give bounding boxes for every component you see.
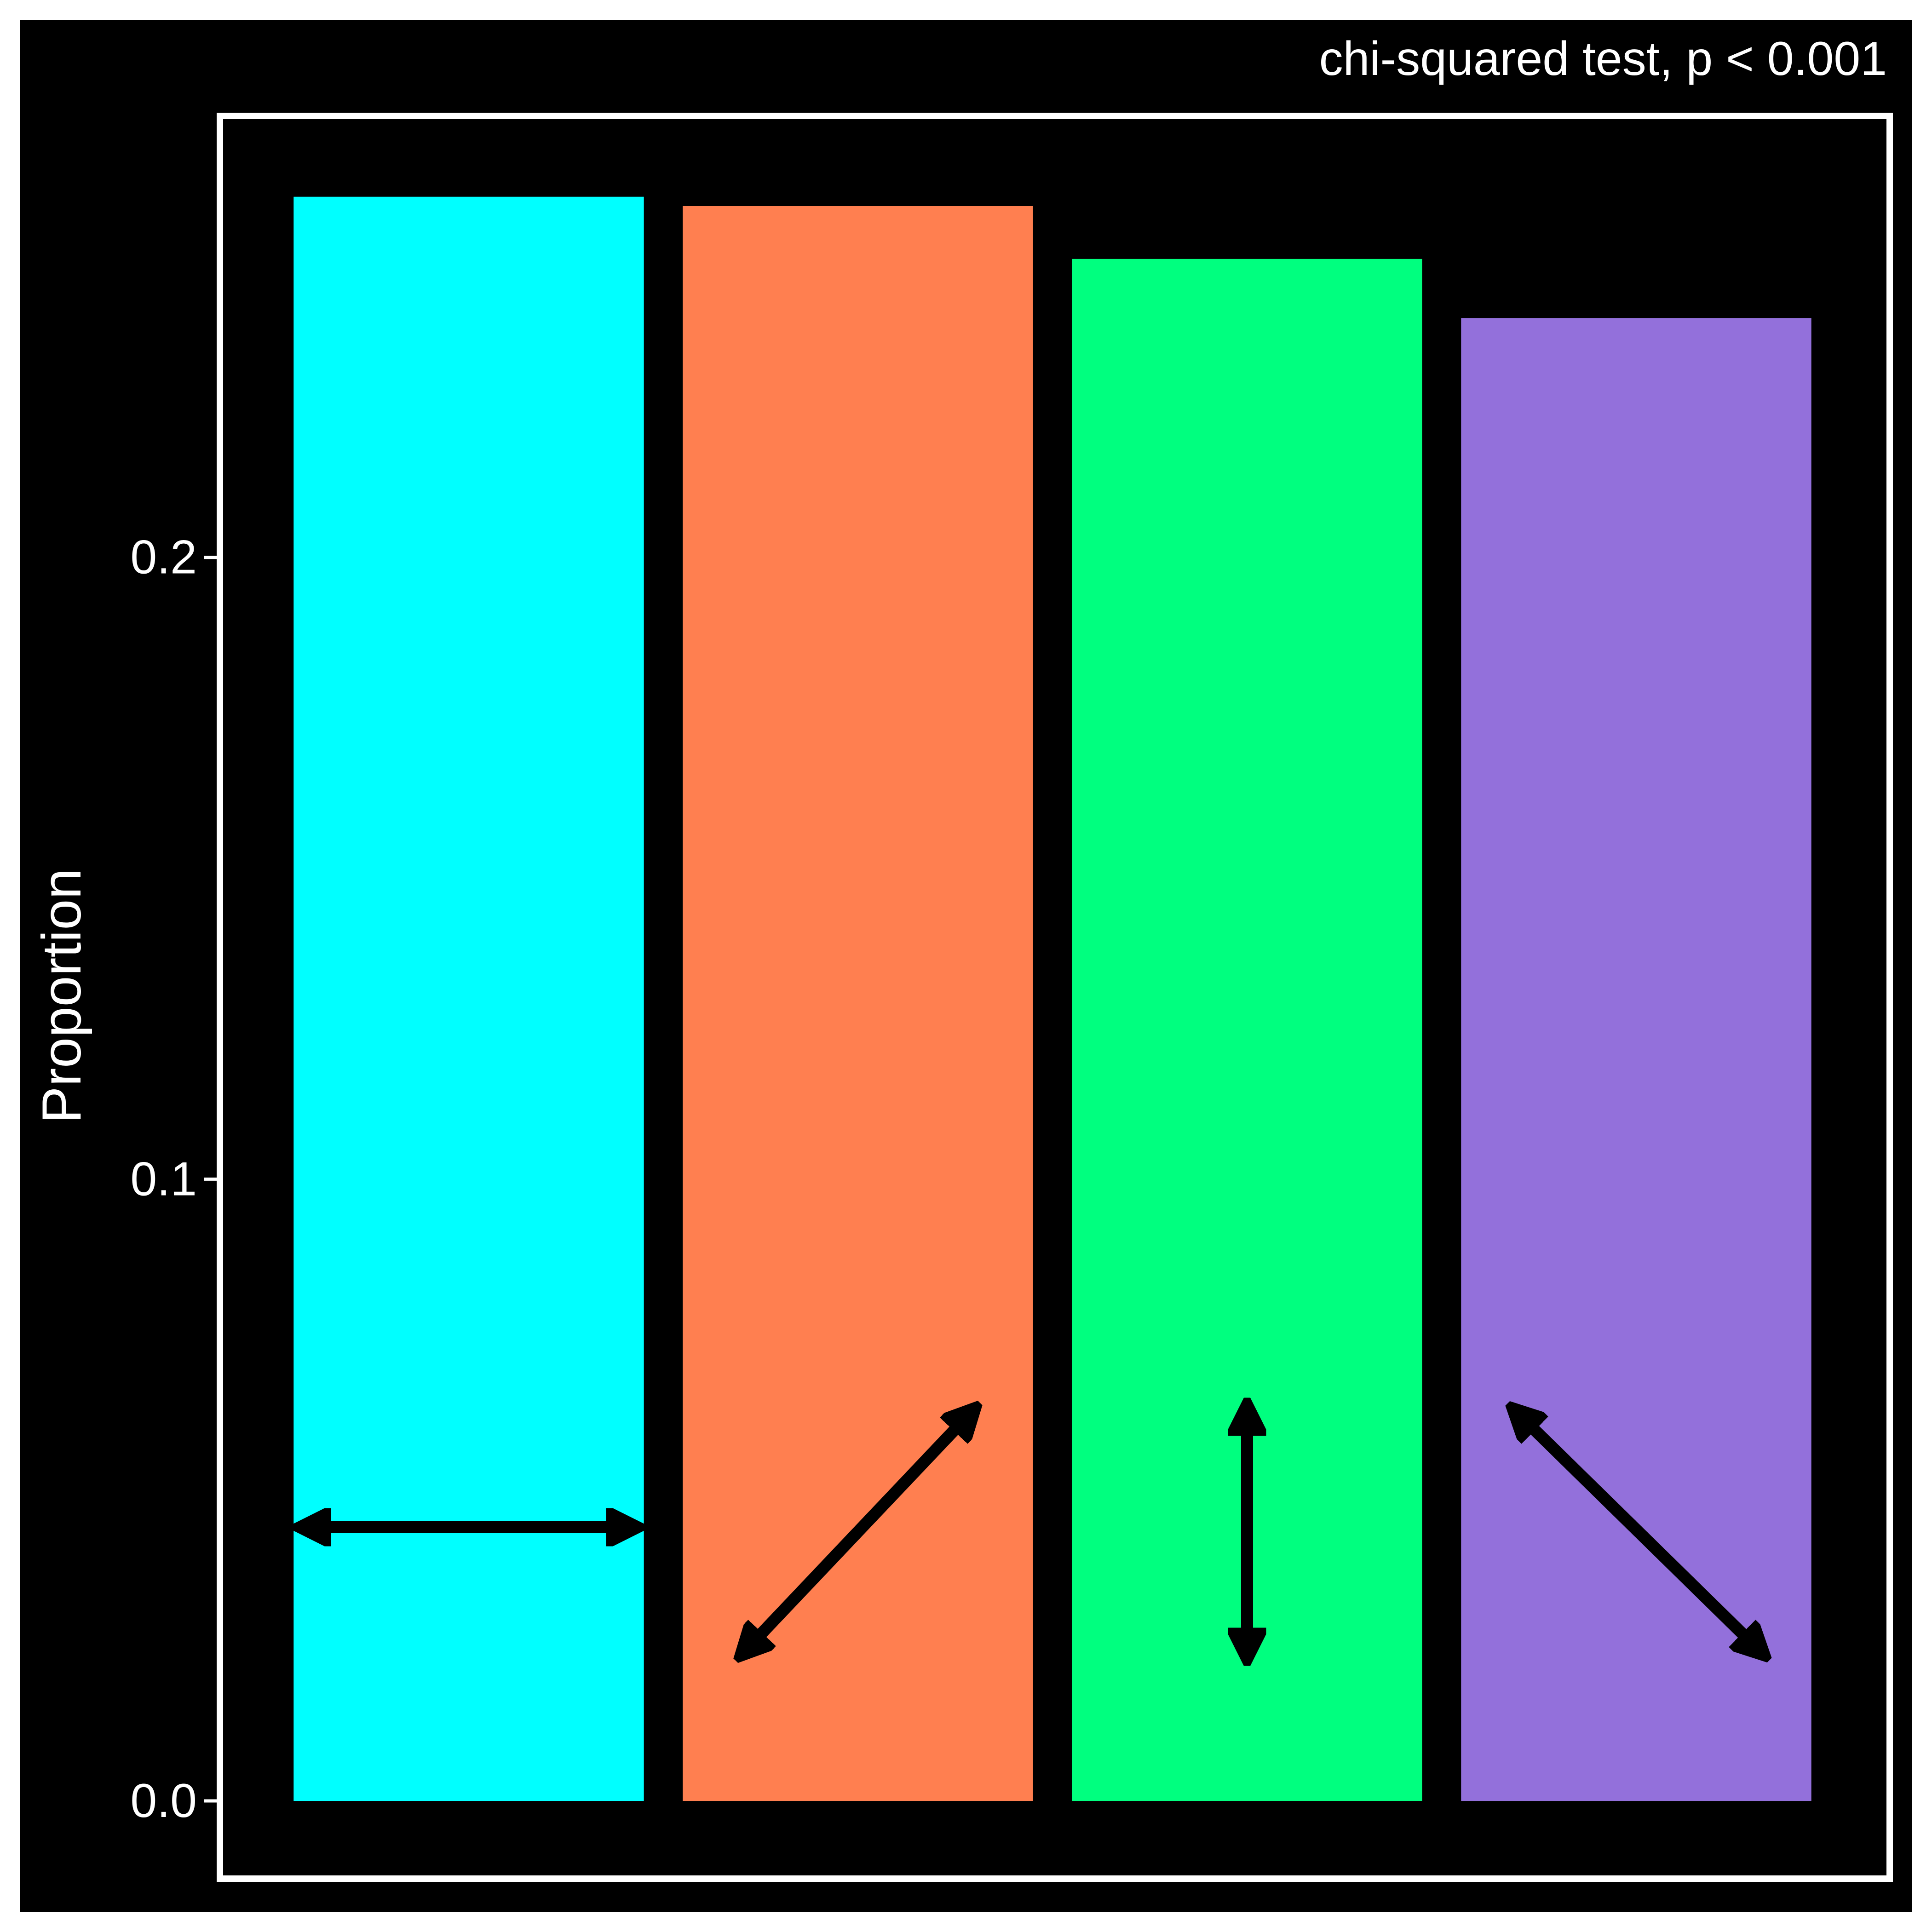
bar	[683, 206, 1033, 1801]
bar	[293, 196, 644, 1801]
bar-icons	[312, 1417, 1756, 1647]
diagonal-down-double-arrow-icon	[1521, 1417, 1756, 1647]
diagonal-up-double-arrow-icon	[749, 1417, 967, 1647]
chart-subtitle: chi-squared test, p < 0.001	[1319, 32, 1887, 86]
y-tick-label: 0.2	[130, 531, 197, 584]
y-tick-label: 0.1	[130, 1152, 197, 1206]
y-axis-ticks: 0.0 0.1 0.2	[130, 531, 217, 1828]
y-tick-label: 0.0	[130, 1774, 197, 1828]
panel-border	[217, 113, 1893, 1882]
y-axis-label: Proportion	[31, 868, 92, 1123]
bar	[1461, 318, 1811, 1801]
